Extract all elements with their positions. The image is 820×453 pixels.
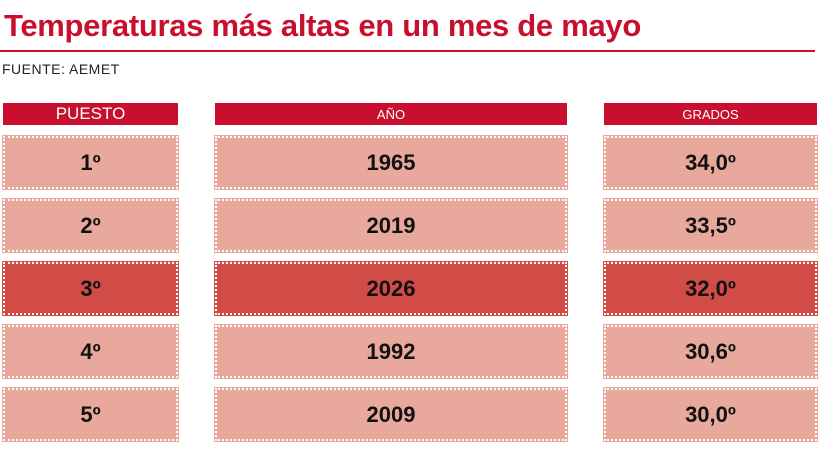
table-cell: 5º [2,387,179,442]
title: Temperaturas más altas en un mes de mayo [4,8,641,43]
table-cell: 32,0º [603,261,818,316]
table-cell: 30,6º [603,324,818,379]
table-cell: 2019 [214,198,568,253]
column-header: PUESTO [3,103,178,125]
table-cell: 34,0º [603,135,818,190]
table-cell: 1992 [214,324,568,379]
title-rule [0,50,815,52]
column-header: AÑO [215,103,567,125]
table-cell: 2009 [214,387,568,442]
table-cell: 1965 [214,135,568,190]
table-cell: 1º [2,135,179,190]
table-cell: 2º [2,198,179,253]
table-cell: 2026 [214,261,568,316]
table-cell: 4º [2,324,179,379]
table-cell: 3º [2,261,179,316]
source: FUENTE: AEMET [2,61,120,77]
column-header: GRADOS [604,103,817,125]
table-cell: 33,5º [603,198,818,253]
table-cell: 30,0º [603,387,818,442]
